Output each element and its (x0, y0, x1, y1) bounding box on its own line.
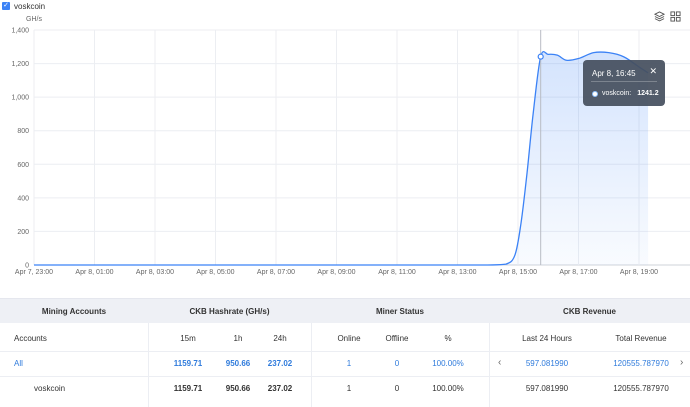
x-tick-label: Apr 8, 05:00 (196, 269, 234, 276)
mining-table: Mining Accounts CKB Hashrate (GH/s) Mine… (0, 298, 690, 407)
legend-checkbox-icon[interactable]: ✓ (2, 2, 10, 10)
series-area (34, 51, 649, 266)
tooltip-value: 1241.2 (637, 90, 659, 97)
cell-percent: 100.00% (432, 358, 464, 368)
y-tick-label: 600 (17, 162, 29, 169)
cell-15m: 1159.71 (173, 358, 203, 368)
chart-legend[interactable]: ✓ voskcoin (2, 0, 45, 12)
cell-24h: 237.02 (267, 383, 293, 393)
group-head-accounts: Mining Accounts (0, 299, 148, 323)
group-head-status: Miner Status (311, 299, 489, 323)
x-tick-label: Apr 8, 03:00 (136, 269, 174, 276)
row-divider (0, 351, 690, 352)
column-divider (311, 323, 312, 407)
layers-icon[interactable] (653, 10, 665, 22)
x-tick-label: Apr 8, 09:00 (317, 269, 355, 276)
group-head-hashrate: CKB Hashrate (GH/s) (148, 299, 311, 323)
tooltip-row: voskcoin: 1241.2 (592, 90, 659, 97)
cell-offline: 0 (394, 383, 400, 393)
column-divider (148, 323, 149, 407)
column-divider (489, 323, 490, 407)
cell-percent: 100.00% (432, 383, 464, 393)
cell-online: 1 (346, 383, 352, 393)
subhead-total-revenue: Total Revenue (615, 333, 667, 343)
subhead-accounts: Accounts (14, 333, 47, 343)
subhead-last24: Last 24 Hours (522, 333, 572, 343)
y-axis-label: GH/s (26, 16, 42, 23)
subhead-15m: 15m (180, 333, 196, 343)
row-divider (0, 376, 690, 377)
grid-icon[interactable] (669, 10, 681, 22)
cell-last24[interactable]: 597.081990 (525, 358, 569, 368)
highlighted-point (537, 53, 544, 60)
x-tick-label: Apr 8, 15:00 (499, 269, 537, 276)
close-icon[interactable]: ✕ (649, 66, 657, 76)
cell-1h: 950.66 (225, 358, 251, 368)
tooltip-divider (591, 81, 657, 82)
group-head-revenue: CKB Revenue (489, 299, 690, 323)
hashrate-chart-svg: GH/s 0 200 400 600 800 1,000 1,200 1,400 Apr 7, 2… (11, 16, 690, 276)
hashrate-chart: GH/s 0 200 400 600 800 1,000 1,200 1,400 Apr 7, 2… (2, 0, 690, 276)
cell-24h: 237.02 (267, 358, 293, 368)
subhead-offline: Offline (385, 333, 409, 343)
cell-1h: 950.66 (225, 383, 251, 393)
cell-total-revenue: 120555.787970 (613, 383, 669, 393)
x-tick-label: Apr 8, 19:00 (620, 269, 658, 276)
tooltip-series-name: voskcoin: (602, 90, 632, 97)
x-tick-label: Apr 8, 17:00 (559, 269, 597, 276)
chevron-left-icon[interactable]: ‹ (498, 357, 502, 368)
x-tick-label: Apr 8, 01:00 (75, 269, 113, 276)
y-tick-label: 1,200 (11, 61, 29, 68)
y-tick-label: 400 (17, 195, 29, 202)
subhead-24h: 24h (273, 333, 287, 343)
cell-online[interactable]: 1 (346, 358, 352, 368)
x-tick-label: Apr 8, 11:00 (378, 269, 416, 276)
y-tick-label: 0 (25, 263, 29, 270)
x-tick-label: Apr 7, 23:00 (15, 269, 53, 276)
legend-label[interactable]: voskcoin (14, 1, 46, 11)
x-tick-label: Apr 8, 07:00 (257, 269, 295, 276)
tooltip-title: Apr 8, 16:45 (592, 69, 636, 78)
series-line-voskcoin (33, 50, 649, 266)
cell-15m: 1159.71 (173, 383, 203, 393)
cell-offline[interactable]: 0 (394, 358, 400, 368)
y-tick-label: 800 (17, 128, 29, 135)
y-tick-label: 1,400 (11, 28, 29, 35)
account-name: voskcoin (34, 383, 66, 393)
chart-tooltip: Apr 8, 16:45 ✕ voskcoin: 1241.2 (583, 60, 665, 106)
y-tick-label: 200 (17, 229, 29, 236)
subhead-1h: 1h (233, 333, 243, 343)
subhead-percent: % (444, 333, 452, 343)
y-tick-label: 1,000 (11, 95, 29, 102)
cell-last24: 597.081990 (525, 383, 569, 393)
cell-total-revenue[interactable]: 120555.787970 (613, 358, 669, 368)
account-link-all[interactable]: All (14, 358, 23, 368)
series-dot-icon (592, 90, 598, 97)
subhead-online: Online (337, 333, 361, 343)
x-tick-label: Apr 8, 13:00 (438, 269, 476, 276)
chevron-right-icon[interactable]: › (680, 357, 684, 368)
